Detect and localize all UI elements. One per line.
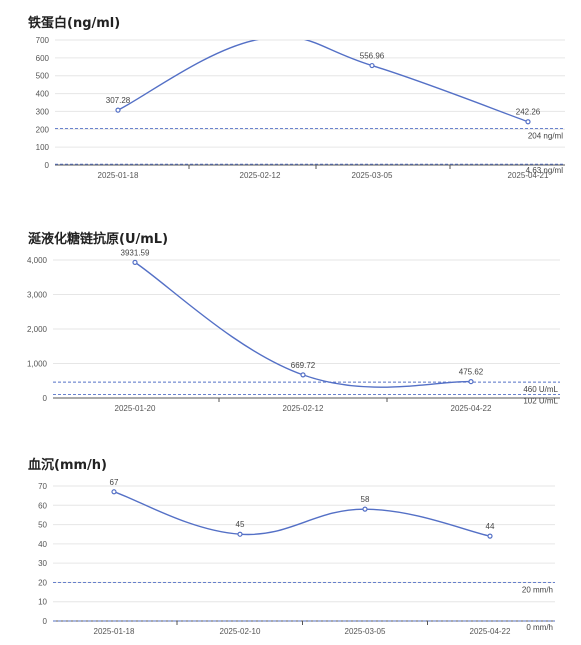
data-point: [362, 506, 368, 512]
data-point: [111, 489, 117, 495]
data-label: 67: [110, 478, 119, 487]
reference-line-label: 20 mm/h: [522, 585, 553, 594]
x-tick-label: 2025-04-22: [451, 404, 492, 413]
data-label: 307.28: [106, 96, 131, 105]
y-tick-label: 4,000: [27, 256, 48, 265]
data-point: [300, 372, 306, 378]
chart-title: 血沉(mm/h): [28, 458, 107, 473]
y-tick-label: 700: [36, 36, 50, 45]
esr-chart-panel: 血沉(mm/h) 0 10 20 30 40 50 60 70 2025-01-18 2025-0…: [0, 446, 581, 645]
x-tick-label: 2025-01-18: [94, 627, 135, 636]
ferritin-chart-panel: 铁蛋白(ng/ml) 0 100 200 300 400 500 600 700 2025-01…: [0, 0, 581, 185]
y-tick-label: 0: [45, 161, 50, 170]
y-tick-label: 500: [36, 72, 50, 81]
y-tick-label: 200: [36, 125, 50, 134]
y-tick-label: 3,000: [27, 291, 48, 300]
series-line: [117, 40, 529, 123]
y-tick-label: 70: [38, 482, 47, 491]
y-tick-label: 100: [36, 143, 50, 152]
reference-line-label: 0 mm/h: [526, 623, 553, 632]
data-point: [132, 259, 138, 265]
x-tick-label: 2025-04-21: [508, 171, 549, 180]
x-tick-label: 2025-02-12: [240, 171, 281, 180]
data-label: 44: [486, 522, 495, 531]
y-tick-label: 600: [36, 54, 50, 63]
sialylated-carbohydrate-antigen-chart-panel: 涎液化糖链抗原(U/mL) 0 1,000 2,000 3,000 4,000 2025-…: [0, 220, 581, 420]
y-tick-label: 1,000: [27, 360, 48, 369]
data-label: 242.26: [516, 108, 541, 117]
data-label: 45: [236, 520, 245, 529]
y-tick-label: 0: [43, 617, 48, 626]
y-tick-label: 300: [36, 107, 50, 116]
series-line: [113, 491, 491, 537]
x-tick-label: 2025-02-10: [220, 627, 261, 636]
y-tick-label: 20: [38, 578, 47, 587]
data-point: [487, 533, 493, 539]
x-tick-label: 2025-01-20: [115, 404, 156, 413]
data-point: [237, 531, 243, 537]
data-point: [115, 107, 121, 113]
data-point: [369, 62, 375, 69]
reference-line-label: 460 U/mL: [523, 385, 558, 394]
y-tick-label: 30: [38, 559, 47, 568]
data-point: [525, 119, 531, 125]
y-tick-label: 60: [38, 501, 47, 510]
data-label: 475.62: [459, 368, 484, 377]
y-tick-label: 40: [38, 540, 47, 549]
chart-title: 铁蛋白(ng/ml): [28, 16, 121, 31]
x-tick-label: 2025-03-05: [345, 627, 386, 636]
chart-title: 涎液化糖链抗原(U/mL): [28, 232, 169, 247]
data-label: 3931.59: [121, 248, 150, 257]
reference-line-label: 4.63 ng/ml: [526, 166, 564, 175]
y-tick-label: 2,000: [27, 325, 48, 334]
x-tick-label: 2025-03-05: [352, 171, 393, 180]
data-label: 556.96: [360, 52, 385, 61]
sialylated-carbohydrate-antigen-line-chart: 0 1,000 2,000 3,000 4,000 2025-01-20 2025-02-1…: [27, 248, 560, 413]
x-tick-label: 2025-01-18: [98, 171, 139, 180]
data-point: [468, 378, 474, 385]
data-label: 58: [361, 495, 370, 504]
reference-line-label: 204 ng/ml: [528, 132, 563, 141]
y-tick-label: 50: [38, 521, 47, 530]
reference-line-label: 102 U/mL: [523, 396, 558, 405]
data-label: 669.72: [291, 361, 316, 370]
y-tick-label: 0: [43, 394, 48, 403]
y-tick-label: 10: [38, 598, 47, 607]
x-tick-label: 2025-04-22: [470, 627, 511, 636]
y-tick-label: 400: [36, 90, 50, 99]
esr-line-chart: 0 10 20 30 40 50 60 70 2025-01-18 2025-02-10 2025-…: [38, 478, 555, 636]
x-tick-label: 2025-02-12: [283, 404, 324, 413]
ferritin-line-chart: 0 100 200 300 400 500 600 700 2025-01-18 2025-02-…: [36, 36, 565, 180]
